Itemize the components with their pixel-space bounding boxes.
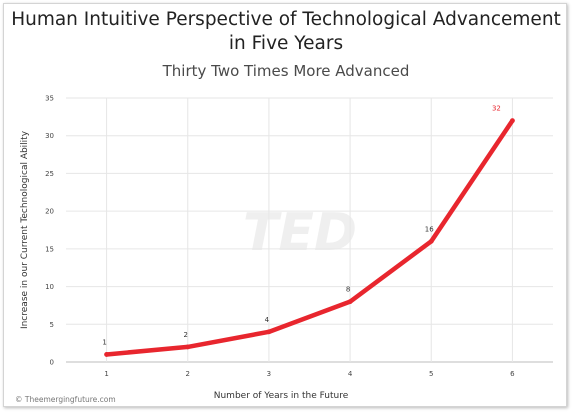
data-point <box>266 329 272 335</box>
y-tick-label: 25 <box>45 170 54 178</box>
chart-title: Human Intuitive Perspective of Technolog… <box>11 9 561 54</box>
series-line <box>104 118 515 357</box>
y-tick-label: 5 <box>50 321 54 329</box>
data-label: 32 <box>492 105 501 113</box>
y-tick-label: 30 <box>45 132 54 140</box>
y-tick-label: 0 <box>50 359 54 367</box>
x-axis-label: Number of Years in the Future <box>214 391 349 401</box>
series-group <box>104 118 515 357</box>
svg-text:TED: TED <box>243 203 357 263</box>
x-tick-labels: 1 2 3 4 5 6 <box>104 370 515 378</box>
x-tick-label: 2 <box>186 370 190 378</box>
data-label: 8 <box>346 286 350 294</box>
grid-lines <box>66 97 553 363</box>
x-tick-label: 6 <box>510 370 515 378</box>
data-point <box>347 299 353 305</box>
data-label: 4 <box>265 316 270 324</box>
watermark-logo: TED <box>243 203 357 263</box>
data-label: 16 <box>425 225 434 233</box>
y-tick-labels: 0 5 10 15 20 25 30 35 <box>45 95 54 367</box>
chart-subtitle: Thirty Two Times More Advanced <box>162 62 410 80</box>
data-point <box>510 118 515 124</box>
y-tick-label: 20 <box>45 208 54 216</box>
y-tick-label: 15 <box>45 245 54 253</box>
x-tick-label: 4 <box>348 370 353 378</box>
chart-frame <box>3 3 567 407</box>
x-tick-label: 5 <box>429 370 433 378</box>
data-label: 1 <box>102 338 106 346</box>
y-tick-label: 10 <box>45 283 54 291</box>
x-tick-label: 3 <box>267 370 271 378</box>
y-axis-label: Increase in our Current Technological Ab… <box>20 130 30 329</box>
data-labels: 1 2 4 8 16 32 <box>102 105 501 347</box>
data-point <box>185 344 191 350</box>
y-tick-label: 35 <box>45 95 54 103</box>
data-label: 2 <box>184 331 188 339</box>
source-credit: © Theemergingfuture.com <box>15 395 116 404</box>
data-point <box>104 352 109 357</box>
x-tick-label: 1 <box>104 370 108 378</box>
data-point <box>428 238 434 244</box>
